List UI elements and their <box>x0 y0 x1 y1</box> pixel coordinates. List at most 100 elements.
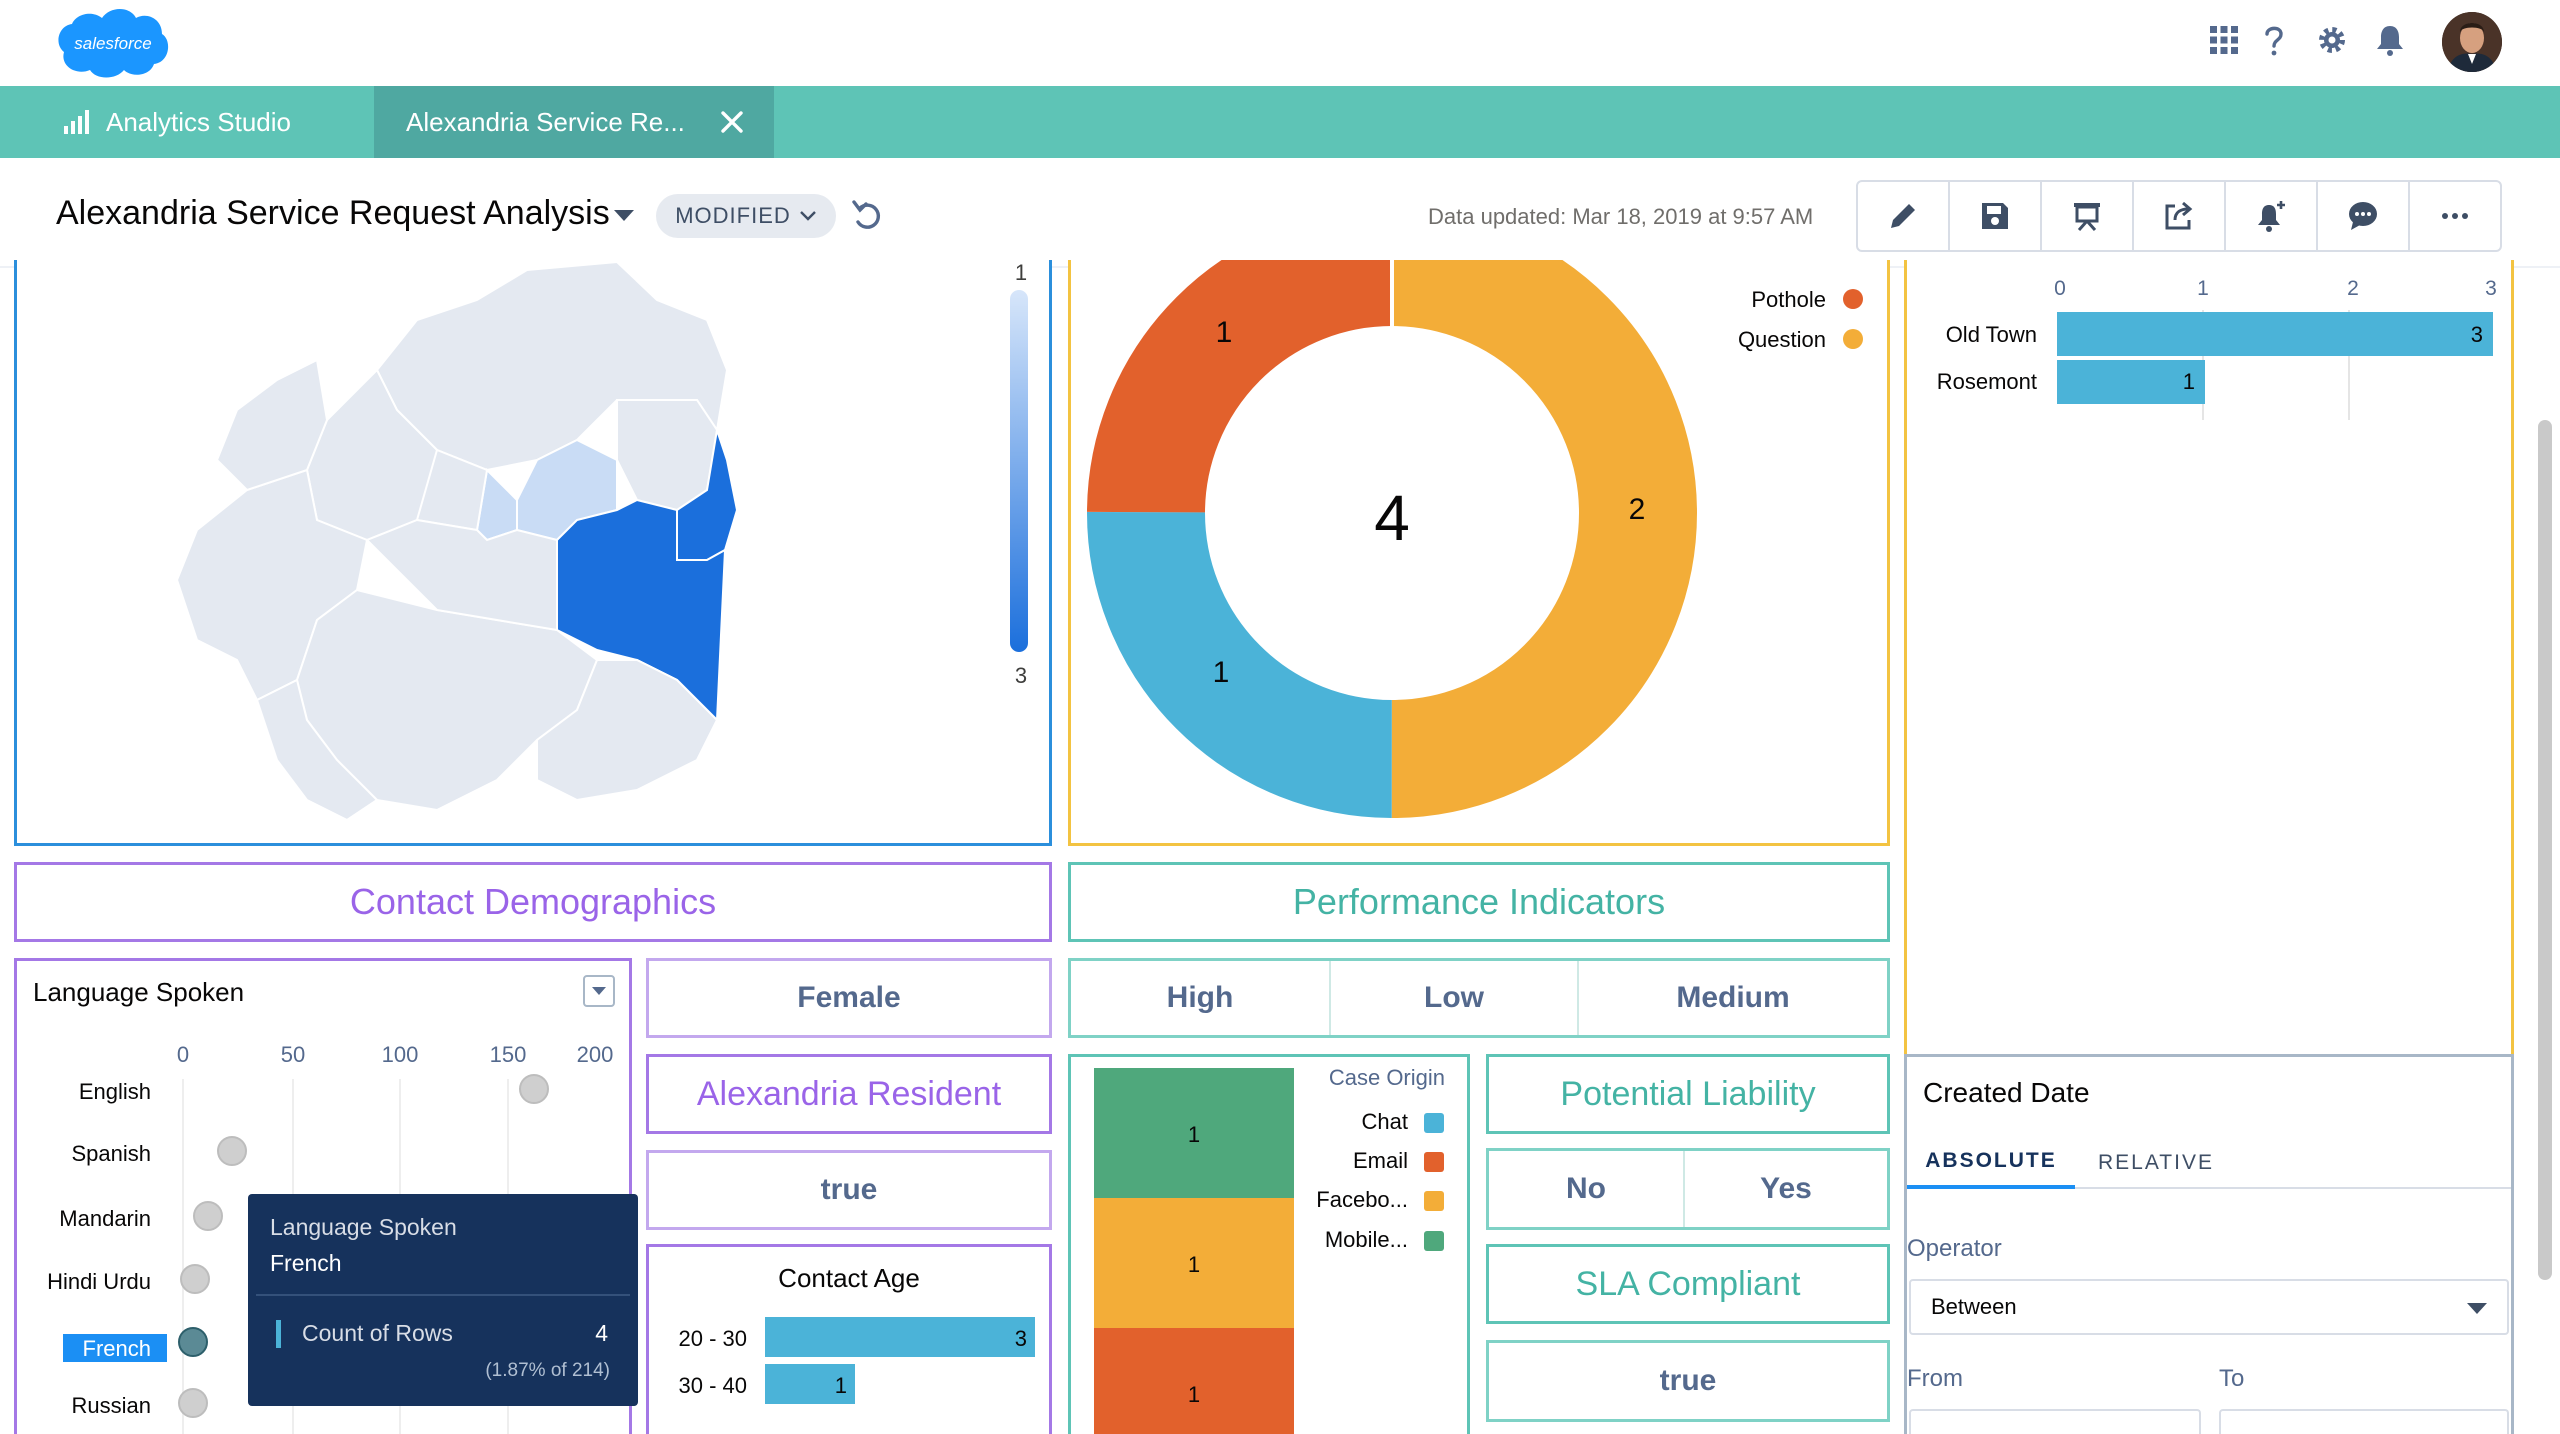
map-region[interactable] <box>536 659 719 802</box>
map-region-highlight[interactable] <box>556 498 727 723</box>
map-region[interactable] <box>255 678 379 822</box>
map-region[interactable] <box>365 518 558 632</box>
bar-age-20-30[interactable] <box>765 1317 1035 1357</box>
sla-compliant-toggle[interactable]: true <box>1486 1340 1890 1422</box>
scatter-point-selected[interactable] <box>178 1327 208 1357</box>
liability-toggle-group: No Yes <box>1486 1148 1890 1230</box>
map-legend-min: 3 <box>1015 663 1027 688</box>
priority-toggle-high[interactable]: High <box>1071 961 1331 1035</box>
save-button[interactable] <box>1950 182 2042 250</box>
gender-filter-toggle[interactable]: Female <box>646 958 1052 1038</box>
to-date-input[interactable] <box>2219 1409 2509 1434</box>
setup-gear-icon[interactable] <box>2310 18 2354 62</box>
modified-status-badge[interactable]: MODIFIED <box>656 194 836 238</box>
dashboard-title: Alexandria Service Request Analysis <box>56 194 610 232</box>
tooltip-series-marker <box>276 1320 281 1348</box>
legend-swatch[interactable] <box>1424 1191 1444 1211</box>
axis-tick: 100 <box>382 1042 419 1067</box>
neighborhood-bar-chart: 0 1 2 3 Old Town Rosemont 3 1 <box>1937 277 2497 420</box>
priority-toggle-low[interactable]: Low <box>1331 961 1579 1035</box>
segment-label: 1 <box>1188 1122 1200 1147</box>
widget-title: Language Spoken <box>33 977 245 1007</box>
tooltip-value: French <box>270 1250 342 1276</box>
app-launcher-icon[interactable] <box>2202 18 2246 62</box>
stack-segment-facebook[interactable] <box>1094 1198 1294 1328</box>
legend-title: Case Origin <box>1329 1065 1445 1090</box>
user-avatar[interactable] <box>2442 12 2502 72</box>
legend-swatch[interactable] <box>1424 1113 1444 1133</box>
scatter-point[interactable] <box>193 1201 223 1231</box>
widget-menu-button[interactable] <box>583 975 615 1007</box>
liability-toggle-no[interactable]: No <box>1489 1151 1685 1227</box>
undo-icon[interactable] <box>848 196 888 236</box>
edit-button[interactable] <box>1858 182 1950 250</box>
donut-slice-label: 1 <box>1216 316 1233 349</box>
liability-toggle-yes[interactable]: Yes <box>1760 1172 1812 1205</box>
map-region[interactable] <box>215 358 329 492</box>
legend-swatch[interactable] <box>1424 1231 1444 1251</box>
map-widget[interactable]: 1 3 <box>14 260 1052 846</box>
donut-legend-swatch[interactable] <box>1843 289 1863 309</box>
bar-old-town[interactable] <box>2057 312 2493 356</box>
category-label: Mandarin <box>59 1206 151 1231</box>
from-date-input[interactable] <box>1909 1409 2201 1434</box>
bar-value: 3 <box>1015 1326 1027 1351</box>
help-icon[interactable] <box>2252 18 2296 62</box>
tooltip-percent: (1.87% of 214) <box>485 1360 610 1381</box>
category-label-selected: French <box>83 1336 151 1361</box>
tab-analytics-studio[interactable]: Analytics Studio <box>62 86 372 158</box>
category-label: Russian <box>72 1393 151 1418</box>
map-legend-max: 1 <box>1015 260 1027 285</box>
title-dropdown-icon[interactable] <box>612 207 636 228</box>
present-button[interactable] <box>2042 182 2134 250</box>
scatter-point[interactable] <box>180 1264 210 1294</box>
subscribe-button[interactable] <box>2226 182 2318 250</box>
stack-segment-mobile[interactable] <box>1094 1068 1294 1198</box>
tab-absolute[interactable]: ABSOLUTE <box>1907 1137 2075 1189</box>
contact-age-bar-chart: 20 - 30 30 - 40 3 1 <box>679 1317 1035 1404</box>
created-date-widget: Created Date ABSOLUTE RELATIVE Operator … <box>1904 1054 2514 1434</box>
scatter-point[interactable] <box>178 1388 208 1418</box>
donut-legend-swatch[interactable] <box>1843 329 1863 349</box>
share-button[interactable] <box>2134 182 2226 250</box>
svg-text:salesforce: salesforce <box>74 34 151 53</box>
operator-select[interactable]: Between <box>1909 1279 2509 1335</box>
bar-value: 3 <box>2471 322 2483 347</box>
selected-category-highlight[interactable] <box>63 1334 167 1362</box>
axis-tick: 0 <box>2054 277 2066 300</box>
scatter-point[interactable] <box>519 1074 549 1104</box>
global-header: salesforce <box>0 0 2560 86</box>
contact-age-widget[interactable]: Contact Age 20 - 30 30 - 40 3 1 <box>646 1244 1052 1434</box>
notifications-bell-icon[interactable] <box>2368 18 2412 62</box>
donut-slice-blue[interactable] <box>1087 260 1697 818</box>
scatter-point[interactable] <box>217 1136 247 1166</box>
tab-dashboard[interactable]: Alexandria Service Re... <box>374 86 774 158</box>
donut-center-total: 4 <box>1374 482 1410 554</box>
bar-age-30-40[interactable] <box>765 1364 855 1404</box>
donut-divider <box>1390 260 1394 460</box>
segment-label: 1 <box>1188 1382 1200 1407</box>
more-actions-button[interactable] <box>2410 182 2500 250</box>
bar-rosemont[interactable] <box>2057 360 2205 404</box>
donut-widget[interactable]: 4 1 1 2 Pothole Question <box>1068 260 1890 846</box>
more-icon <box>2442 213 2468 219</box>
priority-toggle-medium[interactable]: Medium <box>1676 981 1790 1014</box>
legend-label: Email <box>1353 1148 1408 1173</box>
case-origin-widget[interactable]: 1 1 1 Case Origin Chat Email Facebo... M… <box>1068 1054 1470 1434</box>
present-icon <box>2074 203 2100 231</box>
segment-label: 1 <box>1188 1252 1200 1277</box>
sla-compliant-header: SLA Compliant <box>1486 1244 1890 1324</box>
axis-tick: 0 <box>177 1042 189 1067</box>
page-scrollbar[interactable] <box>2538 420 2552 1280</box>
close-icon[interactable] <box>716 106 748 138</box>
legend-label: Facebo... <box>1316 1187 1408 1212</box>
axis-tick: 3 <box>2485 277 2497 300</box>
stack-segment-email[interactable] <box>1094 1328 1294 1434</box>
comment-button[interactable] <box>2318 182 2410 250</box>
legend-swatch[interactable] <box>1424 1152 1444 1172</box>
axis-tick: 200 <box>577 1042 614 1067</box>
chevron-down-icon <box>592 987 606 995</box>
tab-relative[interactable]: RELATIVE <box>2098 1151 2214 1174</box>
salesforce-logo[interactable]: salesforce <box>54 4 172 82</box>
resident-filter-toggle[interactable]: true <box>646 1150 1052 1230</box>
